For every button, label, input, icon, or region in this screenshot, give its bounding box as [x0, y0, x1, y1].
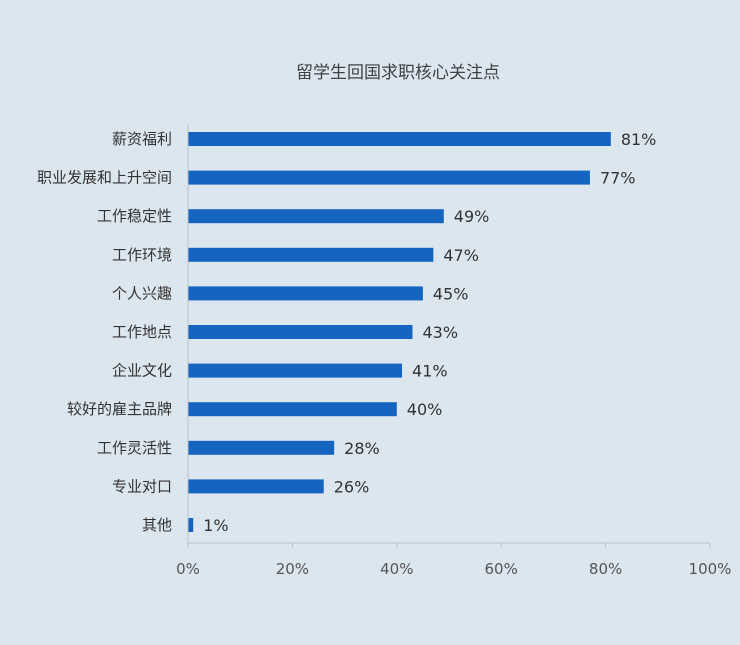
category-label: 工作稳定性 — [97, 207, 172, 225]
value-label: 77% — [600, 169, 636, 188]
bar — [188, 132, 611, 146]
chart-title: 留学生回国求职核心关注点 — [296, 63, 500, 83]
bar — [188, 247, 434, 262]
axes-group: 0% 20% 40% 60% 80% 100% — [176, 124, 731, 578]
x-tick-label: 40% — [380, 560, 413, 578]
bar — [188, 363, 403, 378]
bar — [188, 170, 590, 185]
bar — [188, 402, 397, 417]
x-tick-label: 0% — [176, 560, 200, 578]
value-label: 43% — [422, 323, 458, 342]
value-label: 47% — [443, 246, 479, 265]
category-label: 较好的雇主品牌 — [67, 400, 172, 418]
category-label: 其他 — [142, 516, 172, 534]
value-label: 40% — [407, 400, 443, 419]
bar — [188, 209, 444, 224]
bar — [188, 286, 423, 301]
bar — [188, 479, 324, 494]
value-label: 45% — [433, 284, 469, 303]
category-label: 工作灵活性 — [97, 439, 172, 457]
category-label: 工作环境 — [112, 246, 172, 264]
category-label: 薪资福利 — [112, 130, 172, 148]
bars-group: 薪资福利 81% 职业发展和上升空间 77% 工作稳定性 49% 工作环境 47% 个人兴趣 45… — [37, 130, 656, 535]
category-label: 专业对口 — [112, 477, 172, 495]
value-label: 28% — [344, 439, 380, 458]
x-tick-label: 60% — [485, 560, 518, 578]
value-label: 41% — [412, 362, 448, 381]
value-label: 1% — [203, 516, 228, 535]
category-label: 企业文化 — [112, 362, 172, 380]
category-label: 工作地点 — [112, 323, 172, 341]
value-label: 26% — [334, 477, 370, 496]
x-tick-label: 20% — [276, 560, 309, 578]
bar — [188, 325, 413, 339]
x-tick-label: 100% — [689, 560, 732, 578]
category-label: 个人兴趣 — [112, 284, 172, 302]
value-label: 49% — [454, 207, 490, 226]
bar — [188, 440, 335, 455]
value-label: 81% — [621, 130, 657, 149]
x-tick-label: 80% — [589, 560, 622, 578]
bar — [188, 518, 194, 532]
category-label: 职业发展和上升空间 — [37, 169, 172, 187]
